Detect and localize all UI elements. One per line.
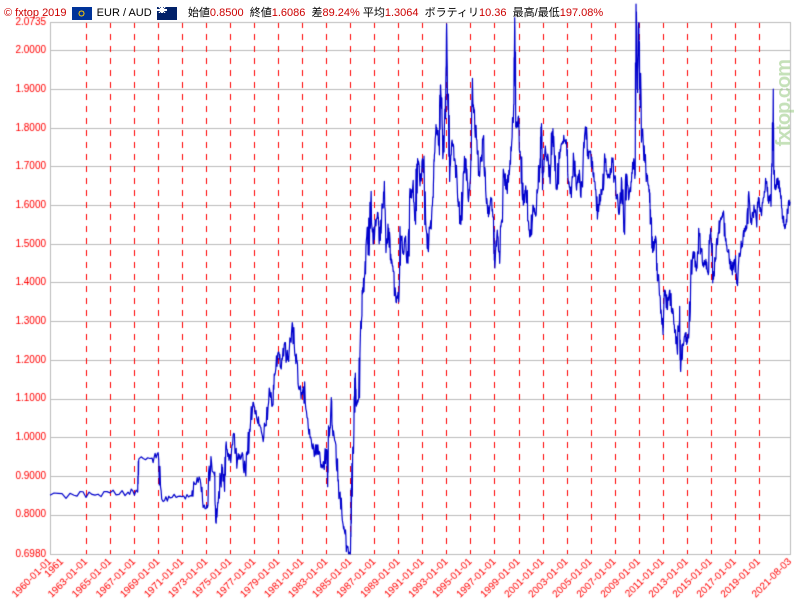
copyright: © fxtop 2019 — [4, 7, 67, 19]
open-value: 0.8500 — [210, 7, 244, 19]
close-label: 終値 — [250, 7, 272, 19]
range-label: 最高/最低 — [513, 7, 560, 19]
open-label: 始値 — [188, 7, 210, 19]
watermark: fxtop.com — [773, 60, 796, 147]
chart-header: © fxtop 2019 EUR / AUD 始値0.8500 終値1.6086… — [4, 4, 603, 20]
exchange-rate-chart — [0, 0, 800, 600]
close-value: 1.6086 — [272, 7, 306, 19]
diff-value: 89.24% — [322, 7, 359, 19]
avg-label: 平均 — [363, 7, 385, 19]
diff-label: 差 — [311, 7, 322, 19]
vol-label: ボラティリ — [425, 7, 479, 19]
eur-flag-icon — [72, 7, 92, 20]
vol-value: 10.36 — [479, 7, 507, 19]
aud-flag-icon — [157, 7, 177, 20]
pair-label: EUR / AUD — [97, 7, 152, 19]
avg-value: 1.3064 — [385, 7, 419, 19]
range-value: 197.08% — [560, 7, 603, 19]
